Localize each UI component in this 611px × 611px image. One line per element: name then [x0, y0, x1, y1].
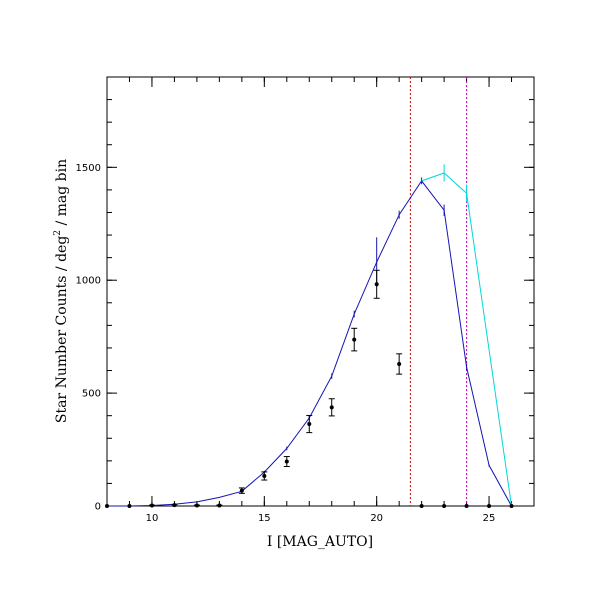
- data-point: [262, 473, 267, 478]
- y-axis-title-tail: / mag bin: [54, 159, 70, 230]
- data-point: [105, 504, 109, 508]
- axis-ticks: [106, 76, 535, 507]
- series-1: [105, 269, 514, 508]
- x-axis-title: I [MAG_AUTO]: [267, 534, 373, 550]
- data-point: [419, 504, 424, 508]
- series-3: [421, 164, 512, 507]
- data-point: [172, 503, 177, 508]
- data-point: [397, 361, 402, 366]
- x-tick-label: 15: [258, 513, 271, 524]
- data-point: [464, 504, 469, 508]
- data-point: [217, 503, 222, 508]
- data-point: [487, 504, 492, 508]
- y-tick-label: 1000: [76, 276, 101, 287]
- data-point: [284, 459, 289, 464]
- x-tick-label: 25: [483, 513, 496, 524]
- x-tick-labels: 10 15 20 25: [146, 513, 496, 524]
- x-tick-label: 10: [146, 513, 159, 524]
- data-point: [307, 422, 312, 427]
- plot-frame: [106, 76, 535, 507]
- series-line: [421, 172, 512, 507]
- y-tick-label: 0: [95, 502, 101, 513]
- x-tick-label: 20: [370, 513, 383, 524]
- data-point: [194, 503, 199, 508]
- series-2: [107, 177, 512, 507]
- y-axis-title-main: Star Number Counts / deg: [54, 236, 70, 423]
- y-tick-labels: 0 500 1000 1500: [76, 163, 101, 513]
- data-point: [374, 282, 379, 287]
- data-series: [105, 164, 514, 508]
- data-point: [329, 405, 334, 410]
- data-point: [509, 504, 514, 508]
- series-line: [107, 180, 512, 507]
- y-axis-title-sup: 2: [53, 230, 63, 236]
- data-point: [239, 488, 244, 493]
- data-point: [127, 504, 132, 508]
- data-point: [352, 337, 357, 342]
- threshold-lines: [409, 77, 468, 506]
- y-axis-title: Star Number Counts / deg2 / mag bin: [53, 159, 70, 423]
- data-point: [442, 504, 447, 508]
- y-tick-label: 1500: [76, 163, 101, 174]
- data-point: [149, 503, 154, 508]
- y-tick-label: 500: [82, 389, 101, 400]
